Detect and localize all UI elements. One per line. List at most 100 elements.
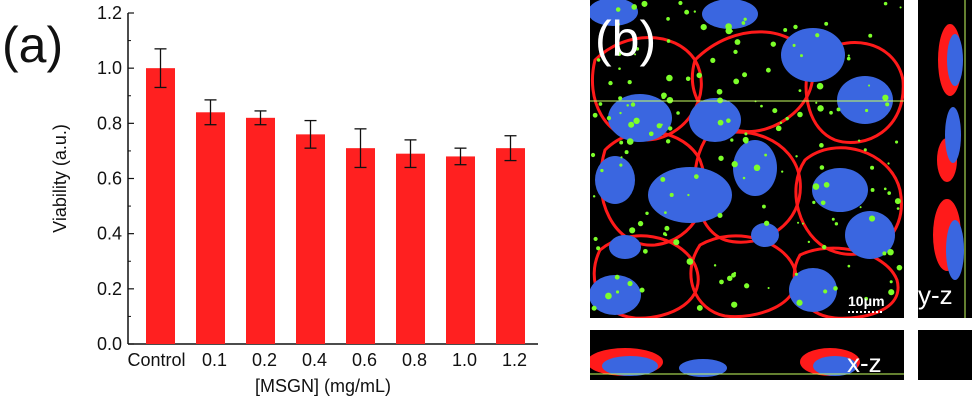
x-tick-label: 1.0: [452, 350, 477, 370]
nanoparticle-dot: [596, 58, 601, 62]
nanoparticle-dot: [645, 211, 649, 216]
yz-nucleus: [945, 107, 961, 163]
bar: [496, 148, 525, 344]
nanoparticle-dot: [794, 272, 798, 276]
nanoparticle-dot: [763, 220, 770, 226]
nanoparticle-dot: [684, 9, 690, 15]
nanoparticle-dot: [767, 287, 770, 290]
nanoparticle-dot: [727, 275, 733, 282]
nanoparticle-dot: [648, 131, 654, 137]
plot-area: 0.0 0.2 0.4 0.6 0.8 1.0 1.2 Control 0.1 0.2 0.4 0.6…: [97, 3, 538, 370]
nanoparticle-dot: [626, 104, 629, 107]
nanoparticle-dot: [666, 39, 671, 43]
nanoparticle-dot: [725, 23, 732, 30]
nanoparticle-dot: [726, 118, 731, 123]
nucleus: [648, 167, 732, 223]
nanoparticle-dot: [894, 198, 901, 205]
nanoparticle-dot: [630, 102, 636, 107]
nanoparticle-dot: [624, 150, 629, 155]
nanoparticle-dot: [896, 207, 900, 210]
nanoparticle-dot: [829, 110, 833, 115]
nucleus: [608, 94, 672, 142]
y-tick-label: 0.6: [97, 169, 122, 189]
nanoparticle-dot: [664, 225, 670, 231]
nanoparticle-dot: [618, 96, 623, 101]
nanoparticle-dot: [592, 112, 598, 118]
nanoparticle-spots: [590, 0, 903, 311]
nanoparticle-dot: [666, 17, 670, 21]
x-tick-label: 0.8: [402, 350, 427, 370]
nanoparticle-dot: [614, 274, 620, 280]
nanoparticle-dot: [678, 0, 683, 6]
nanoparticle-dot: [882, 251, 887, 256]
nanoparticle-dot: [863, 148, 867, 152]
nanoparticle-dot: [606, 116, 612, 121]
xz-label: x-z: [847, 348, 882, 378]
nanoparticle-dot: [627, 79, 632, 85]
nanoparticle-dot: [887, 248, 894, 256]
nanoparticle-dot: [618, 67, 621, 70]
nanoparticle-dot: [633, 117, 640, 125]
nanoparticle-dot: [885, 102, 890, 107]
nanoparticle-dot: [812, 183, 820, 190]
nanoparticle-dot: [617, 51, 622, 57]
nanoparticle-dot: [797, 221, 800, 224]
nanoparticle-dot: [669, 192, 674, 197]
y-tick-label: 1.0: [97, 58, 122, 78]
nucleus: [751, 223, 779, 247]
nanoparticle-dot: [620, 156, 623, 159]
nanoparticle-dot: [899, 6, 902, 9]
nanoparticle-dot: [798, 89, 802, 93]
panel-b-label: (b): [595, 11, 656, 67]
nanoparticle-dot: [591, 305, 597, 311]
yz-view: y-z: [918, 0, 972, 318]
nanoparticle-dot: [660, 176, 666, 182]
nanoparticle-dot: [765, 67, 771, 73]
nucleus: [590, 275, 641, 315]
y-tick-label: 1.2: [97, 3, 122, 23]
nanoparticle-dot: [781, 170, 784, 173]
nanoparticle-dot: [742, 176, 746, 180]
nanoparticle-dot: [870, 188, 875, 192]
nanoparticle-dot: [895, 140, 899, 144]
nanoparticle-dot: [641, 0, 648, 7]
nanoparticle-dot: [817, 105, 824, 112]
nanoparticle-dot: [888, 289, 895, 296]
bar: [196, 112, 225, 344]
nanoparticle-dot: [800, 54, 803, 58]
nanoparticle-dot: [793, 24, 798, 30]
bar: [396, 153, 425, 344]
nanoparticle-dot: [687, 193, 690, 197]
nanoparticle-dot: [847, 54, 850, 57]
nanoparticle-dot: [815, 33, 820, 38]
membrane-outline: [804, 41, 904, 144]
nanoparticle-dot: [807, 240, 811, 244]
nanoparticle-dot: [666, 96, 674, 104]
nanoparticle-dot: [760, 104, 763, 108]
nanoparticle-dot: [761, 204, 766, 209]
nanoparticle-dot: [664, 211, 667, 215]
nanoparticle-dot: [785, 116, 789, 121]
nanoparticle-dot: [733, 271, 737, 275]
nanoparticle-dot: [685, 76, 691, 81]
nanoparticle-dot: [870, 165, 875, 170]
xz-nucleus: [679, 359, 727, 377]
scale-bar-label: 10μm: [848, 293, 885, 309]
nanoparticle-dot: [656, 123, 662, 129]
nanoparticle-dot: [629, 227, 636, 234]
nanoparticle-dot: [857, 139, 861, 142]
nanoparticle-dot: [592, 195, 596, 198]
nanoparticle-dot: [627, 280, 633, 287]
nanoparticle-dot: [741, 21, 746, 25]
bar: [296, 134, 325, 344]
nanoparticle-dot: [598, 102, 603, 106]
nanoparticle-dot: [770, 41, 777, 47]
nanoparticle-dot: [865, 108, 869, 113]
nucleus: [812, 168, 868, 212]
nanoparticle-dot: [734, 39, 741, 45]
nanoparticle-dot: [833, 286, 838, 291]
nanoparticle-dot: [819, 165, 825, 170]
nanoparticle-dot: [801, 222, 804, 225]
nanoparticle-dot: [637, 220, 644, 227]
x-tick-label: 1.2: [502, 350, 527, 370]
